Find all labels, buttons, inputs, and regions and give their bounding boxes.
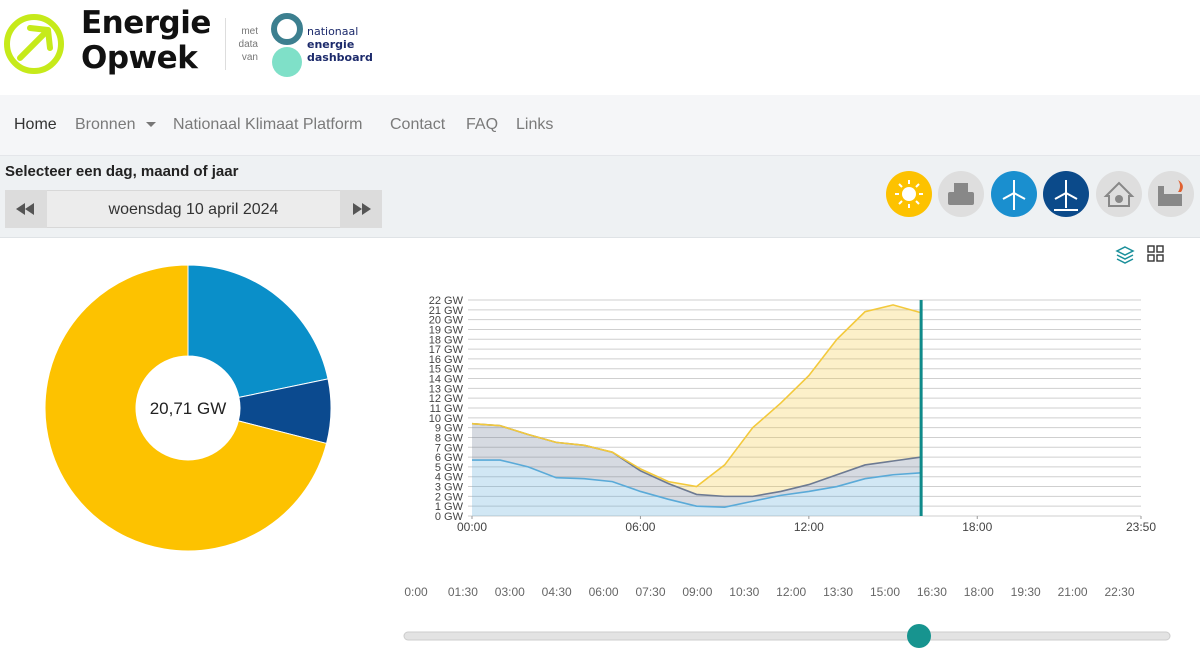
prev-button[interactable] — [5, 190, 47, 228]
slider-thumb[interactable] — [907, 624, 931, 648]
x-tick-label: 23:50 — [1126, 520, 1156, 534]
partner-name: nationaal — [307, 25, 359, 38]
partner-name: dashboard — [307, 51, 373, 64]
logo-icon — [4, 14, 64, 74]
divider — [225, 18, 226, 70]
y-tick-label: 5 GW — [435, 462, 464, 474]
y-tick-label: 15 GW — [429, 364, 464, 376]
y-tick-label: 16 GW — [429, 354, 464, 366]
slider-track — [403, 631, 1171, 641]
date-control — [5, 190, 382, 228]
area-fill — [472, 423, 922, 508]
y-tick-label: 18 GW — [429, 334, 464, 346]
slider-label: 10:30 — [729, 585, 759, 599]
attribution: met — [241, 26, 258, 37]
y-tick-label: 19 GW — [429, 324, 464, 336]
grid-view[interactable] — [1147, 245, 1164, 262]
date-selector: Selecteer een dag, maand of jaar woensda… — [0, 156, 1200, 238]
y-tick-label: 4 GW — [435, 472, 464, 484]
nav-link[interactable]: Links — [516, 116, 554, 133]
date-label[interactable]: woensdag 10 april 2024 — [108, 201, 279, 218]
nav-link[interactable]: FAQ — [466, 116, 499, 133]
x-tick-label: 12:00 — [794, 520, 824, 534]
slider-label: 22:30 — [1104, 585, 1134, 599]
nav-link[interactable]: Contact — [390, 116, 446, 133]
y-tick-label: 7 GW — [435, 442, 464, 454]
x-tick-label: 00:00 — [457, 520, 487, 534]
slider-label: 16:30 — [917, 585, 947, 599]
slider-label: 03:00 — [495, 585, 525, 599]
slider-label: 21:00 — [1058, 585, 1088, 599]
attribution: data — [238, 39, 258, 50]
center-label: 20,71 GW — [150, 399, 227, 418]
slider-label: 13:30 — [823, 585, 853, 599]
y-tick-label: 20 GW — [429, 315, 464, 327]
area-fill — [472, 460, 922, 516]
slider-label: 04:30 — [542, 585, 572, 599]
y-tick-label: 9 GW — [435, 423, 464, 435]
filter-gas[interactable] — [938, 171, 984, 217]
area-fill — [472, 304, 922, 497]
stacked-view[interactable] — [1115, 246, 1135, 264]
attribution: van — [241, 52, 258, 63]
prompt: Selecteer een dag, maand of jaar — [5, 163, 239, 180]
y-tick-label: 3 GW — [435, 482, 464, 494]
partner-logo — [271, 13, 303, 77]
nav-link[interactable]: Home — [14, 116, 57, 133]
slider-label: 12:00 — [776, 585, 806, 599]
nav-link[interactable]: Nationaal Klimaat Platform — [173, 116, 363, 133]
view-toggles — [1115, 245, 1164, 264]
pie-slice — [187, 264, 329, 399]
y-tick-label: 8 GW — [435, 432, 464, 444]
slider-label: 07:30 — [635, 585, 665, 599]
slider-label: 01:30 — [448, 585, 478, 599]
y-tick-label: 13 GW — [429, 383, 464, 395]
charts: 20,71 GW 0 GW1 GW2 GW3 GW4 GW5 GW6 GW7 GW… — [44, 264, 1171, 648]
pie-slice — [44, 264, 328, 552]
x-tick-label: 18:00 — [962, 520, 992, 534]
y-tick-label: 11 GW — [430, 403, 464, 415]
y-tick-label: 22 GW — [429, 295, 464, 307]
source-filters — [886, 171, 1194, 217]
slider-label: 18:00 — [964, 585, 994, 599]
next-button[interactable] — [340, 190, 382, 228]
logo-text: Energie — [81, 5, 211, 41]
x-tick-label: 06:00 — [625, 520, 655, 534]
logo-text: Opwek — [81, 40, 198, 76]
slider-label: 09:00 — [682, 585, 712, 599]
filter-wind-offshore[interactable] — [1043, 171, 1089, 217]
y-tick-label: 1 GW — [435, 501, 464, 513]
dropdown-caret — [146, 122, 156, 127]
y-tick-label: 0 GW — [435, 511, 464, 523]
filter-solar[interactable] — [886, 171, 932, 217]
y-tick-label: 14 GW — [429, 374, 464, 386]
slider-label: 06:00 — [589, 585, 619, 599]
y-tick-label: 2 GW — [435, 491, 464, 503]
area-line — [471, 304, 922, 488]
y-tick-label: 17 GW — [429, 344, 464, 356]
y-tick-label: 10 GW — [429, 413, 464, 425]
filter-wind-onshore[interactable] — [991, 171, 1037, 217]
area-line — [472, 459, 922, 508]
slider-label: 0:00 — [404, 585, 428, 599]
nav-link[interactable]: Bronnen — [75, 116, 136, 133]
navbar: Home Bronnen Nationaal Klimaat Platform … — [0, 95, 1200, 156]
filter-fossil[interactable] — [1148, 171, 1194, 217]
slider-label: 15:00 — [870, 585, 900, 599]
slider-label: 19:30 — [1011, 585, 1041, 599]
y-tick-label: 12 GW — [429, 393, 464, 405]
partner-name: energie — [307, 38, 355, 51]
filter-biomass[interactable] — [1096, 171, 1142, 217]
y-tick-label: 6 GW — [435, 452, 464, 464]
y-tick-label: 21 GW — [429, 305, 464, 317]
